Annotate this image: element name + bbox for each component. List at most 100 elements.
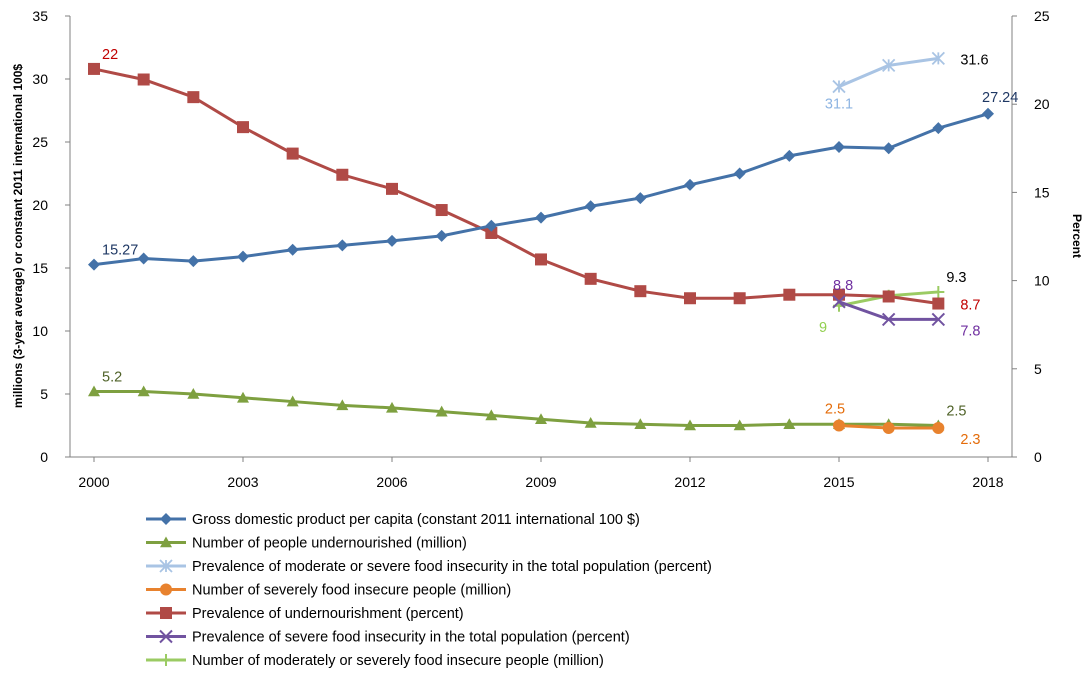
- y-left-tick-label: 5: [40, 386, 48, 402]
- legend-label: Number of moderately or severely food in…: [192, 653, 604, 669]
- data-point: [286, 395, 299, 407]
- series-4: [88, 62, 945, 310]
- data-label: 27.24: [982, 90, 1018, 106]
- data-point: [237, 250, 249, 263]
- data-point: [386, 401, 398, 413]
- y-axis-right-title: Percent: [1070, 214, 1083, 258]
- legend-marker: [160, 583, 172, 596]
- legend-marker: [160, 654, 172, 666]
- data-point: [832, 295, 846, 309]
- legend-marker: [160, 607, 172, 619]
- data-point: [932, 297, 945, 310]
- legend-item: Number of severely food insecure people …: [146, 583, 511, 599]
- y-left-tick-label: 35: [32, 8, 48, 24]
- data-label: 31.1: [825, 97, 853, 113]
- legend-item: Gross domestic product per capita (const…: [146, 512, 640, 528]
- data-label: 15.27: [102, 243, 138, 259]
- data-label: 8.8: [833, 278, 853, 294]
- y-left-tick-label: 0: [40, 449, 48, 465]
- data-point: [535, 253, 547, 266]
- series-3: [833, 419, 945, 435]
- data-point: [435, 405, 448, 417]
- y-right-tick-label: 5: [1034, 361, 1042, 377]
- axes: 0 5 10 15 20 25 30 35 0 5 10 15 20 25 2000 2003 2006 2009…: [32, 8, 1049, 490]
- data-point: [584, 416, 597, 428]
- data-point: [882, 422, 895, 435]
- data-point: [485, 409, 498, 421]
- legend-marker: [159, 629, 173, 644]
- data-labels: 15.27 27.24 5.2 2.5 31.1 31.6 2.5 2.3 22 8.7 8.8 7.…: [102, 47, 1018, 448]
- data-point: [187, 388, 200, 399]
- y-right-tick-label: 0: [1034, 449, 1042, 465]
- x-tick-label: 2015: [823, 474, 854, 490]
- y-right-tick-label: 15: [1034, 184, 1050, 200]
- y-left-tick-label: 25: [32, 134, 48, 150]
- legend-item: Prevalence of severe food insecurity in …: [146, 630, 630, 646]
- legend-item: Number of people undernourished (million…: [146, 536, 467, 552]
- data-point: [982, 107, 994, 120]
- data-point: [137, 252, 150, 265]
- data-point: [187, 91, 200, 104]
- data-point: [336, 399, 349, 411]
- data-point: [386, 182, 398, 195]
- data-point: [88, 385, 100, 397]
- y-left-tick-label: 20: [32, 197, 48, 213]
- data-point: [584, 272, 597, 285]
- data-point: [336, 239, 349, 252]
- data-point: [386, 234, 398, 247]
- data-point: [485, 226, 498, 239]
- data-point: [733, 419, 746, 431]
- series-0: [88, 107, 994, 271]
- data-point: [881, 312, 896, 327]
- data-point: [684, 178, 696, 191]
- series-5: [832, 295, 946, 327]
- series-2: [832, 51, 945, 94]
- series-layer: [88, 51, 994, 435]
- data-point: [237, 391, 249, 403]
- legend-marker: [159, 559, 173, 573]
- series-1: [88, 385, 945, 431]
- series-line: [93, 112, 989, 267]
- data-point: [88, 258, 100, 271]
- legend-item: Prevalence of undernourishment (percent): [146, 606, 464, 622]
- legend-marker: [160, 536, 172, 548]
- data-point: [783, 288, 796, 301]
- legend-label: Number of severely food insecure people …: [192, 583, 511, 599]
- legend-label: Prevalence of undernourishment (percent): [192, 606, 464, 622]
- data-point: [286, 147, 299, 160]
- data-point: [535, 211, 547, 224]
- data-label: 9.3: [946, 270, 966, 286]
- data-point: [286, 243, 299, 256]
- data-point: [882, 290, 895, 303]
- data-point: [733, 167, 746, 180]
- y-left-tick-label: 30: [32, 71, 48, 87]
- data-point: [833, 141, 845, 154]
- data-point: [882, 58, 896, 73]
- data-point: [634, 192, 647, 205]
- data-point: [187, 255, 200, 268]
- data-point: [584, 200, 597, 213]
- x-tick-label: 2000: [78, 474, 109, 490]
- data-point: [832, 79, 846, 94]
- x-tick-label: 2012: [674, 474, 705, 490]
- data-point: [435, 204, 448, 217]
- data-point: [932, 422, 945, 435]
- data-point: [535, 413, 547, 424]
- y-right-tick-label: 20: [1034, 96, 1050, 112]
- data-point: [435, 229, 448, 242]
- data-point: [137, 73, 150, 86]
- y-right-tick-label: 10: [1034, 273, 1050, 289]
- legend: Gross domestic product per capita (const…: [146, 512, 712, 669]
- y-right-tick-label: 25: [1034, 8, 1050, 24]
- data-point: [684, 419, 696, 431]
- legend-item: Prevalence of moderate or severe food in…: [146, 559, 712, 575]
- data-point: [137, 385, 150, 397]
- x-tick-label: 2009: [525, 474, 556, 490]
- y-left-tick-label: 15: [32, 260, 48, 276]
- legend-label: Gross domestic product per capita (const…: [192, 512, 640, 528]
- data-point: [932, 285, 945, 298]
- data-point: [237, 121, 249, 134]
- data-point: [931, 312, 946, 327]
